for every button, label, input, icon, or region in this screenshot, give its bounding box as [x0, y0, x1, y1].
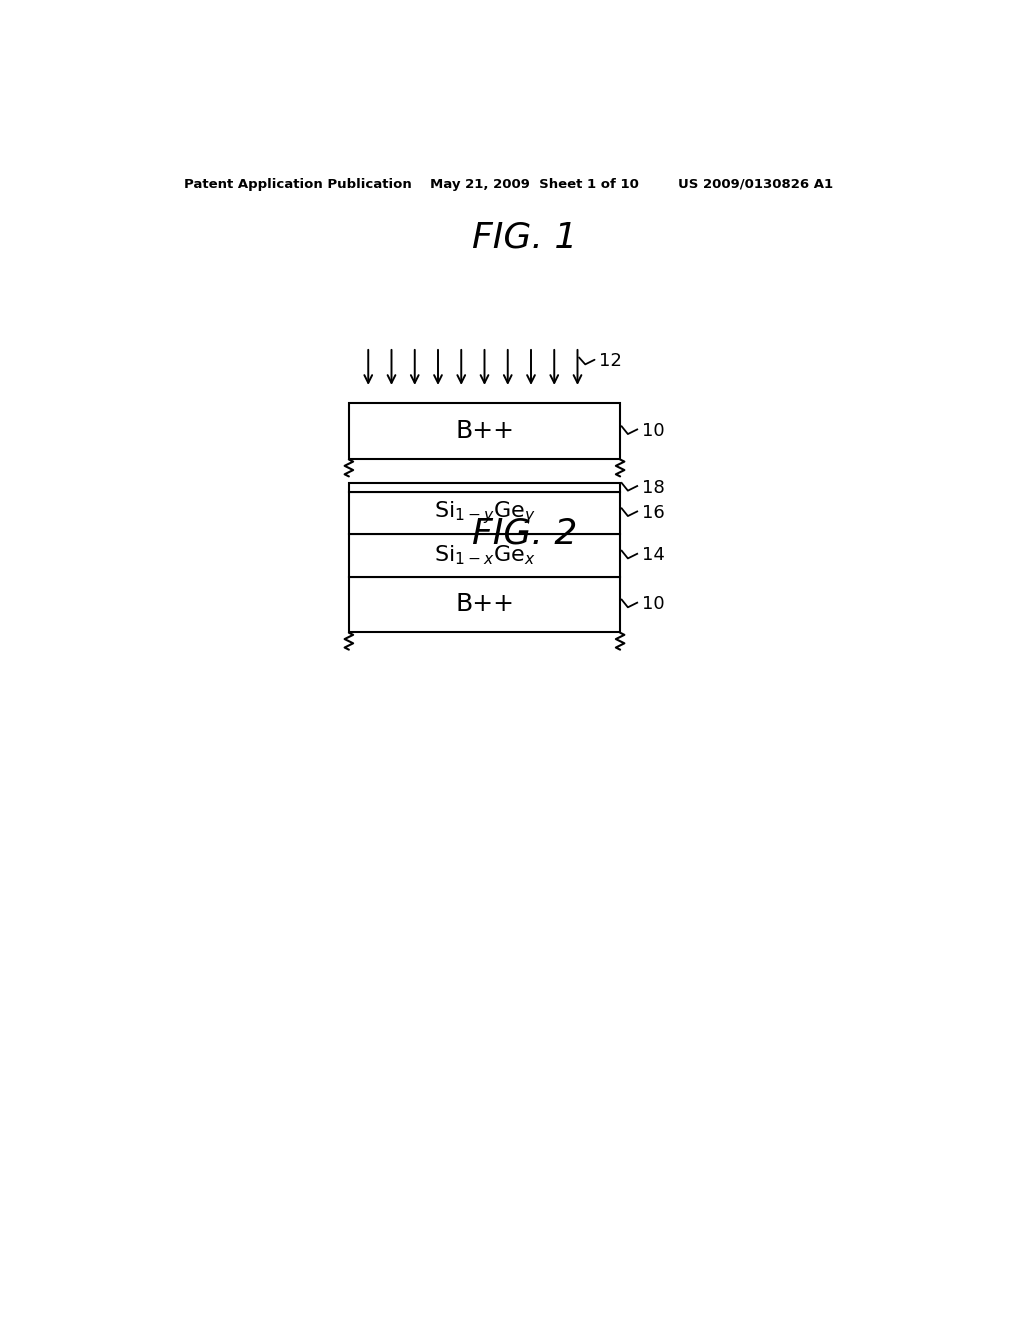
Text: Patent Application Publication: Patent Application Publication [183, 178, 412, 190]
Text: Si$_{1-x}$Ge$_x$: Si$_{1-x}$Ge$_x$ [433, 544, 536, 568]
Bar [349, 535, 621, 577]
Text: 16: 16 [642, 504, 665, 521]
Bar [349, 404, 621, 459]
Bar [349, 577, 621, 632]
Text: 12: 12 [599, 352, 622, 371]
Text: B++: B++ [455, 593, 514, 616]
Text: B++: B++ [455, 418, 514, 444]
Text: 18: 18 [642, 479, 665, 496]
Bar [349, 483, 621, 492]
Text: 10: 10 [642, 422, 665, 440]
Text: US 2009/0130826 A1: US 2009/0130826 A1 [678, 178, 834, 190]
Bar [349, 492, 621, 535]
Text: May 21, 2009  Sheet 1 of 10: May 21, 2009 Sheet 1 of 10 [430, 178, 639, 190]
Text: FIG. 2: FIG. 2 [472, 516, 578, 550]
Text: FIG. 1: FIG. 1 [472, 220, 578, 253]
Text: 14: 14 [642, 546, 665, 565]
Text: Si$_{1-y}$Ge$_y$: Si$_{1-y}$Ge$_y$ [433, 499, 536, 527]
Text: 10: 10 [642, 595, 665, 614]
